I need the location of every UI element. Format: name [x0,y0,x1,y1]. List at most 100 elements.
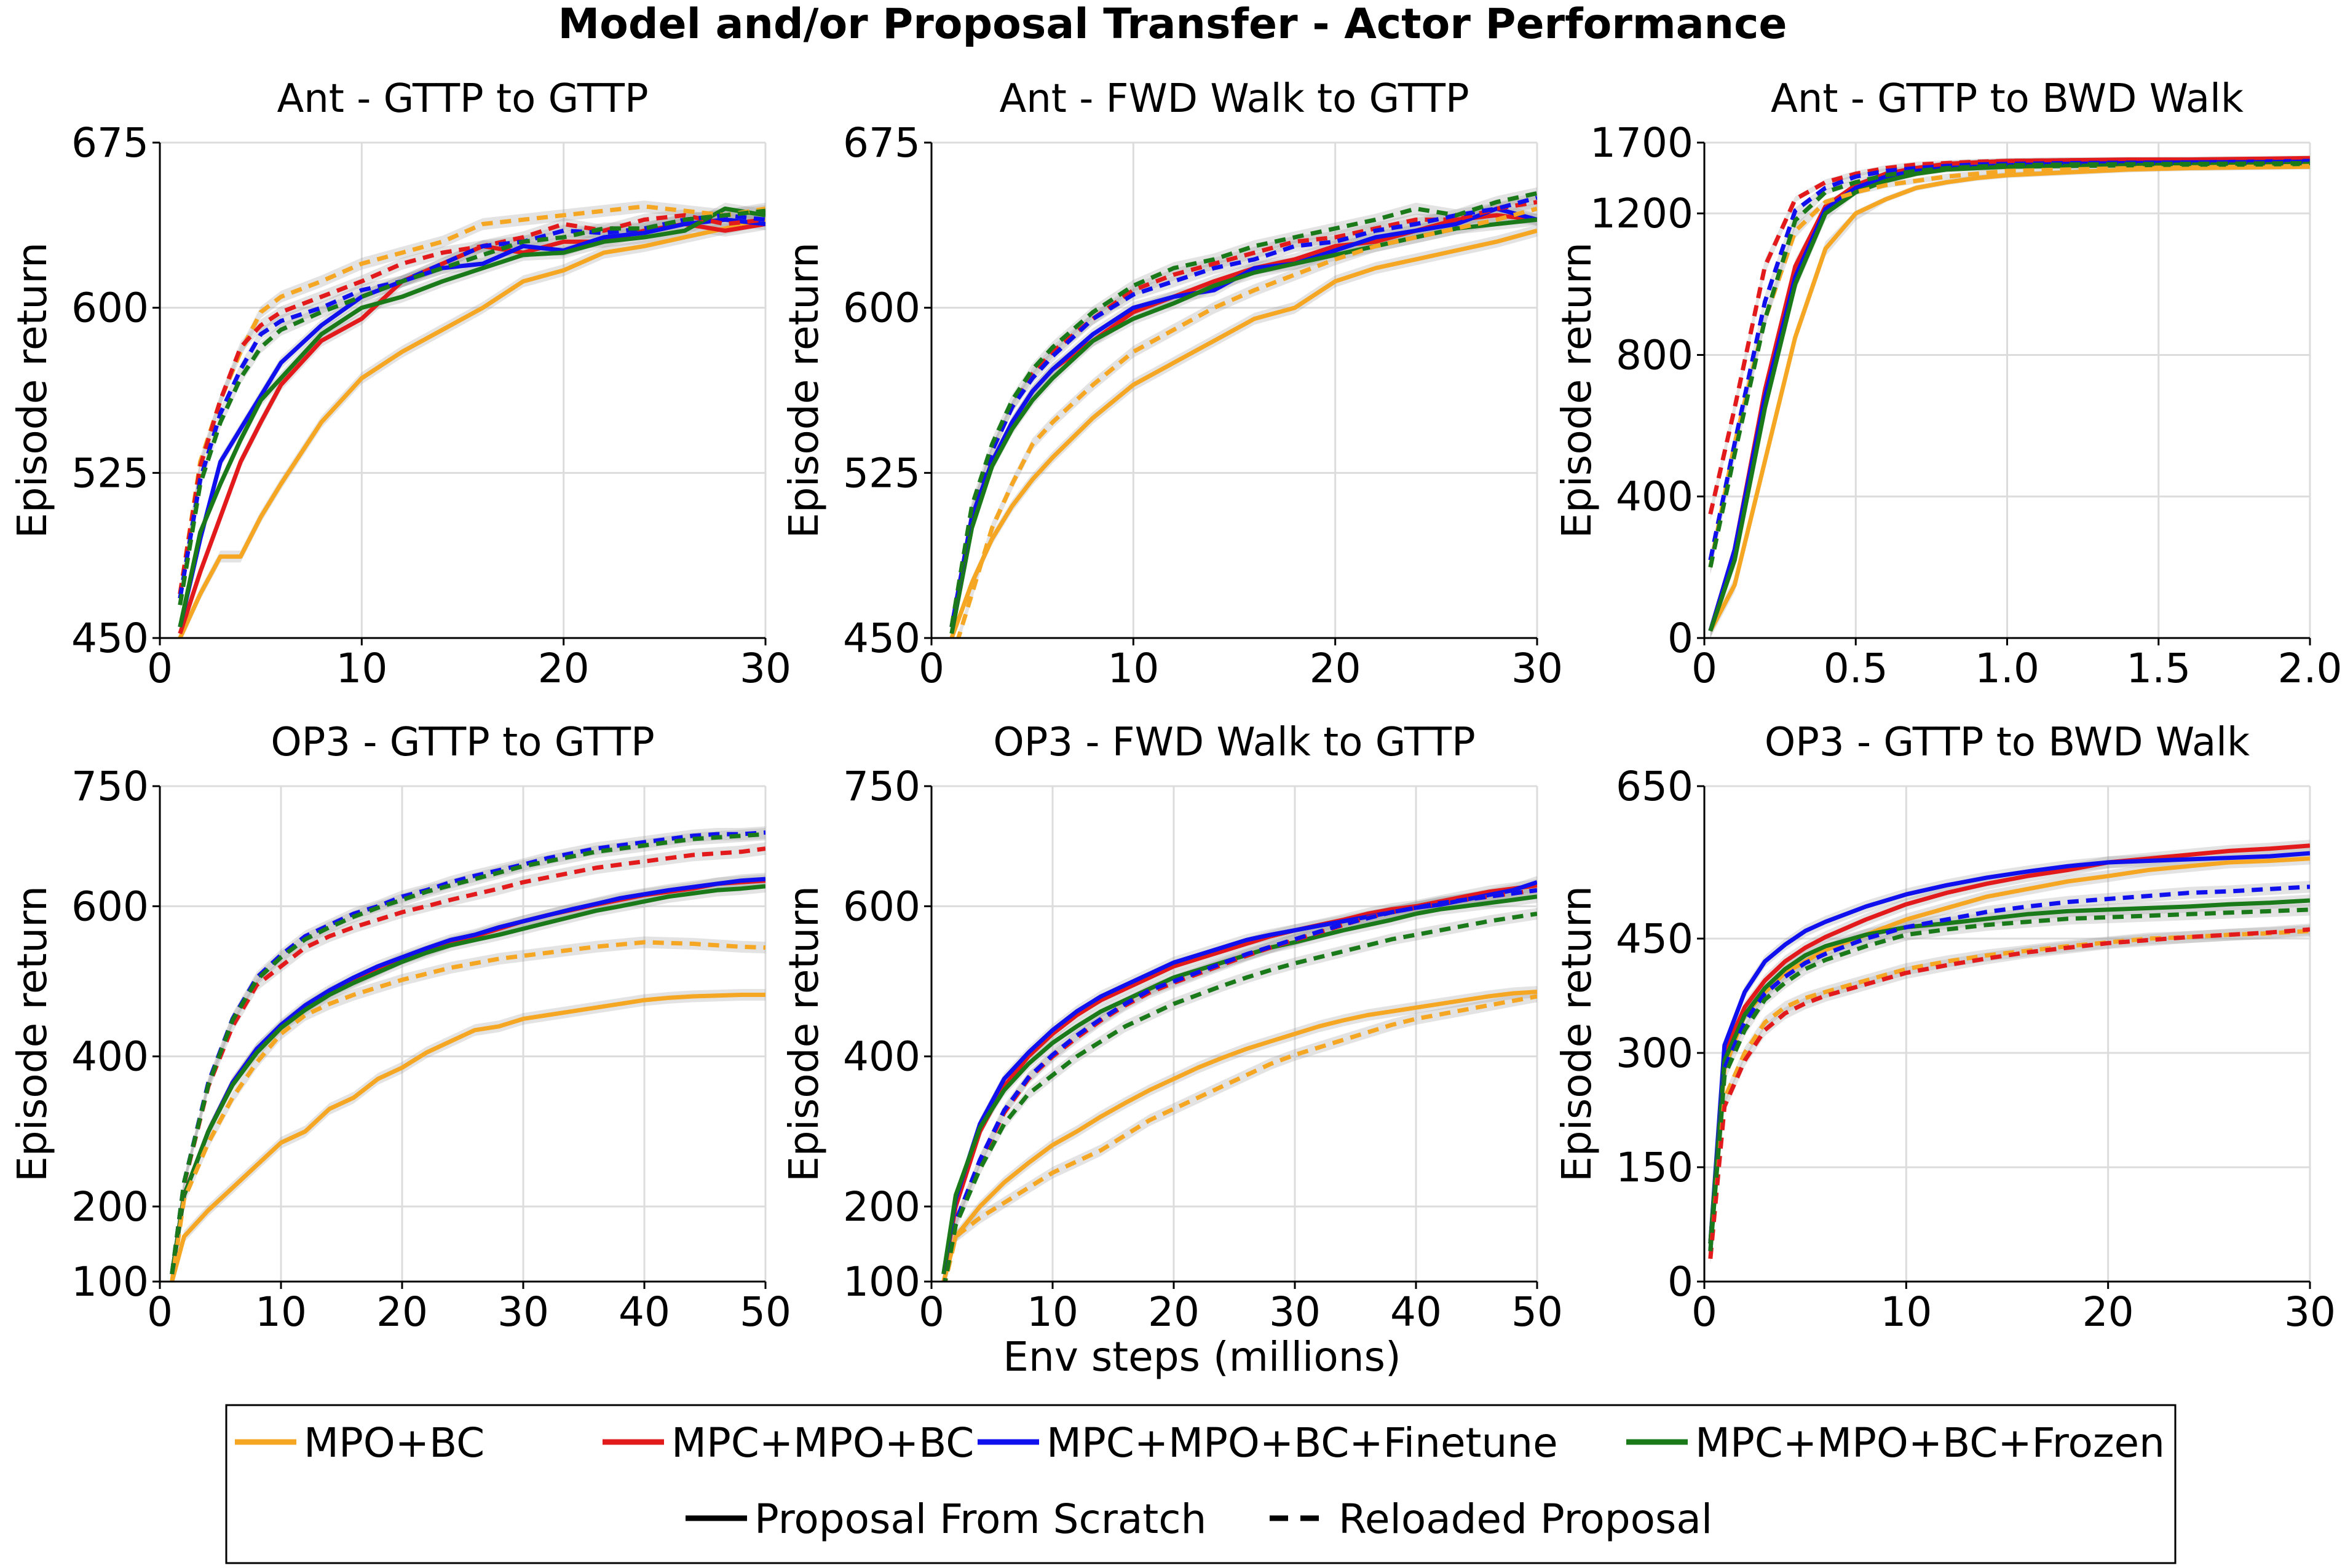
x-tick-label: 10 [1880,1288,1932,1336]
x-tick-label: 0.5 [1824,645,1888,692]
x-tick-label: 1.5 [2126,645,2191,692]
y-tick-label: 525 [843,449,920,497]
y-tick-label: 400 [843,1033,920,1081]
y-tick-label: 200 [71,1183,149,1231]
x-tick-label: 30 [497,1288,549,1336]
chart-panel: 0 0.5 1.0 1.5 2.0 0 400 800 1200 1700 Ant - GTTP t… [1553,76,2342,692]
series-line [944,914,1537,1290]
series-band [944,986,1537,1287]
x-tick-label: 10 [1027,1288,1078,1336]
x-tick-label: 30 [740,645,791,692]
x-tick-label: 0 [147,1288,173,1336]
x-tick-label: 50 [740,1288,791,1336]
shared-x-axis-label: Env steps (millions) [1003,1333,1401,1381]
x-tick-label: 40 [1390,1288,1442,1336]
y-axis-label: Episode return [1553,886,1600,1182]
chart-title: OP3 - FWD Walk to GTTP [993,720,1475,765]
figure-canvas: Model and/or Proposal Transfer - Actor P… [0,0,2345,1565]
series-line [952,209,1537,628]
series-line [1710,166,2310,567]
series-band [944,908,1537,1295]
y-tick-label: 400 [1616,473,1693,521]
chart-title: Ant - GTTP to BWD Walk [1771,76,2244,122]
y-tick-label: 100 [843,1258,920,1306]
chart-title: Ant - FWD Walk to GTTP [999,76,1469,122]
series-band [944,990,1537,1294]
series-line [1710,929,2310,1259]
chart-panel: 0 10 20 30 450 525 600 675 Ant - GTTP to GTTP Epi… [9,76,791,692]
figure-title: Model and/or Proposal Transfer - Actor P… [558,0,1787,49]
x-tick-label: 20 [2082,1288,2134,1336]
legend-style-label: Reloaded Proposal [1339,1495,1712,1543]
x-tick-label: 20 [1310,645,1361,692]
y-tick-label: 450 [1616,915,1693,963]
y-tick-label: 525 [71,449,149,497]
y-tick-label: 100 [71,1258,149,1306]
y-tick-label: 800 [1616,331,1693,379]
x-tick-label: 50 [1511,1288,1563,1336]
y-axis-label: Episode return [9,886,56,1182]
series-line [180,209,765,628]
series-line [952,219,1537,633]
x-tick-label: 20 [538,645,590,692]
chart-panel: 0 10 20 30 40 50100200400600750OP3 - FWD Walk… [780,720,1563,1336]
series-line [180,219,765,638]
panels: 0 10 20 30 450 525 600 675 Ant - GTTP to GTTP Epi… [9,76,2342,1336]
series-line [1710,167,2310,631]
x-tick-label: 30 [2284,1288,2336,1336]
series-line [180,224,765,634]
series-line [1710,931,2310,1259]
series-band [172,873,765,1280]
figure: Model and/or Proposal Transfer - Actor P… [0,0,2345,1565]
series-band [180,214,765,644]
x-tick-label: 20 [376,1288,428,1336]
series-line [180,219,765,627]
x-tick-label: 2.0 [2278,645,2343,692]
y-tick-label: 675 [843,119,920,167]
y-tick-label: 450 [71,615,149,662]
series-band [172,937,765,1288]
y-tick-label: 600 [71,883,149,930]
y-axis-label: Episode return [780,886,828,1182]
y-axis-label: Episode return [1553,242,1600,538]
x-tick-label: 40 [619,1288,670,1336]
x-tick-label: 0 [1691,1288,1717,1336]
x-tick-label: 30 [1269,1288,1321,1336]
series-line [1710,887,2310,1251]
legend-style-label: Proposal From Scratch [754,1495,1206,1543]
y-tick-label: 300 [1616,1030,1693,1077]
y-tick-label: 750 [71,763,149,810]
y-tick-label: 450 [843,615,920,662]
y-tick-label: 600 [843,883,920,930]
chart-title: OP3 - GTTP to GTTP [271,720,654,765]
y-tick-label: 675 [71,119,149,167]
y-tick-label: 200 [843,1183,920,1231]
x-tick-label: 0 [919,1288,944,1336]
y-tick-label: 0 [1667,615,1693,662]
x-tick-label: 10 [336,645,387,692]
chart-title: Ant - GTTP to GTTP [277,76,648,122]
chart-panel: 0 10 20 30 450 525 600 675 Ant - FWD Walk to GTT… [780,76,1563,692]
legend: MPO+BC MPC+MPO+BC MPC+MPO+BC+Finetune MPC+M… [226,1405,2175,1563]
x-tick-label: 10 [255,1288,307,1336]
y-tick-label: 750 [843,763,920,810]
legend-label: MPC+MPO+BC+Finetune [1046,1419,1558,1467]
legend-label: MPC+MPO+BC [671,1419,974,1467]
series-band [180,218,765,640]
y-axis-label: Episode return [780,242,828,538]
y-tick-label: 0 [1667,1258,1693,1306]
legend-label: MPO+BC [304,1419,484,1467]
y-tick-label: 400 [71,1033,149,1081]
y-axis-label: Episode return [9,242,56,538]
x-tick-label: 0 [919,645,944,692]
y-tick-label: 150 [1616,1144,1693,1191]
series-line [1710,164,2310,631]
legend-label: MPC+MPO+BC+Frozen [1695,1419,2165,1467]
series-line [944,992,1537,1282]
y-tick-label: 600 [843,285,920,332]
y-tick-label: 650 [1616,763,1693,810]
series-line [944,996,1537,1289]
y-tick-label: 600 [71,285,149,332]
y-tick-label: 1700 [1590,119,1693,167]
